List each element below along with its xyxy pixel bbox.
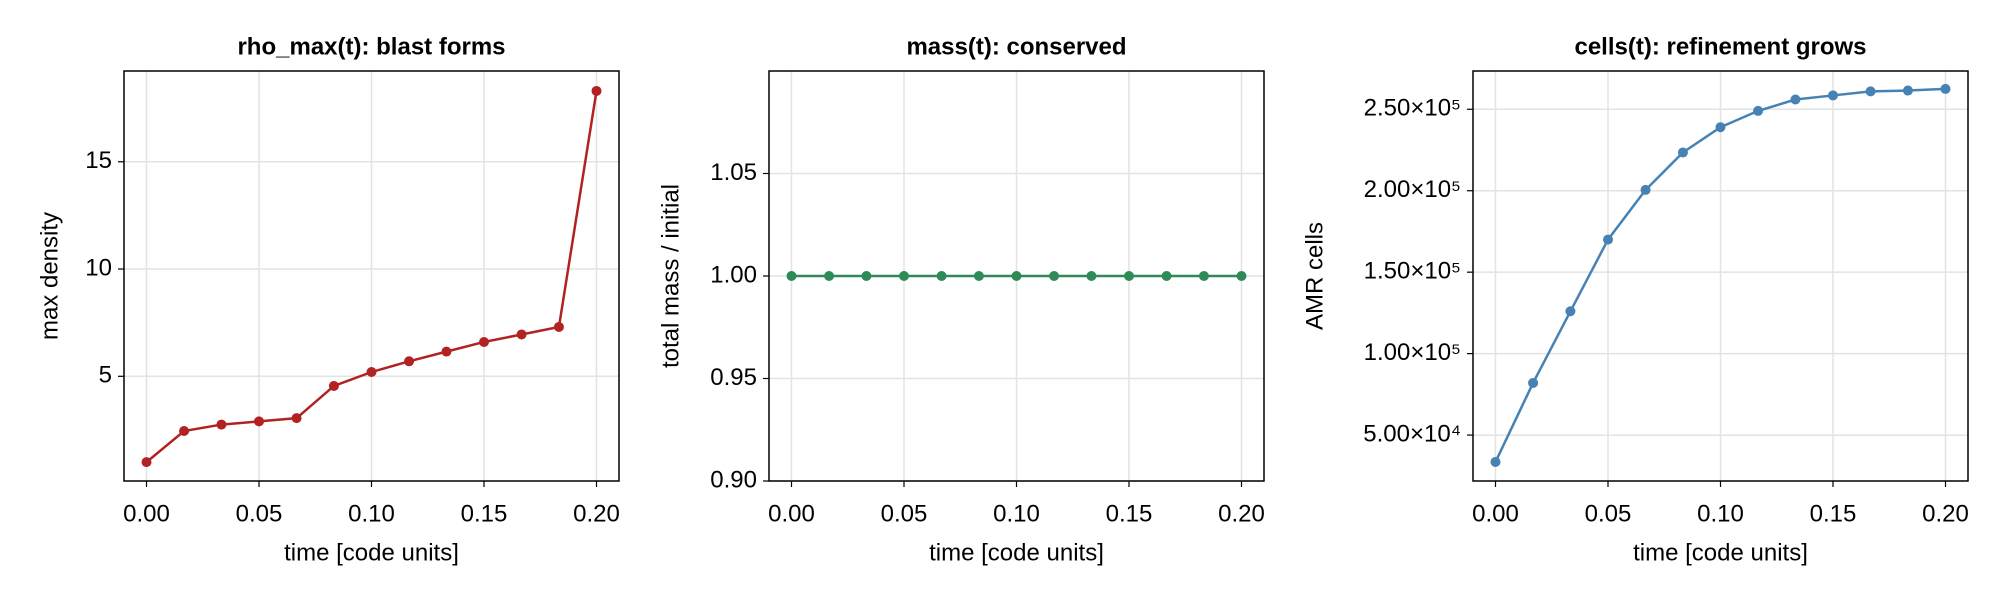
- data-point: [328, 380, 339, 391]
- data-point: [291, 413, 302, 424]
- data-point: [1011, 271, 1022, 281]
- data-point: [441, 346, 452, 357]
- data-point: [404, 356, 415, 367]
- data-point: [1161, 271, 1172, 281]
- x-tick-label: 0.05: [881, 500, 928, 527]
- data-point: [1790, 94, 1801, 105]
- x-tick-label: 0.15: [461, 500, 508, 527]
- data-point: [216, 419, 227, 430]
- data-point: [899, 271, 909, 281]
- y-tick-label: 5: [99, 362, 112, 389]
- plot-frame: [1472, 70, 1969, 482]
- x-tick-label: 0.00: [768, 500, 815, 527]
- data-point: [1049, 271, 1060, 281]
- data-point: [1236, 271, 1247, 281]
- data-point: [1715, 122, 1726, 133]
- y-axis-label: total mass / initial: [657, 184, 684, 368]
- data-point: [366, 367, 377, 378]
- chart-title: mass(t): conserved: [906, 33, 1126, 60]
- data-point: [254, 416, 264, 427]
- data-point: [1902, 85, 1913, 96]
- data-point: [1677, 147, 1688, 158]
- data-point: [141, 457, 152, 468]
- data-point: [786, 271, 797, 281]
- x-tick-label: 0.00: [123, 500, 170, 527]
- chart-title: rho_max(t): blast forms: [237, 33, 505, 60]
- x-tick-label: 0.10: [993, 500, 1040, 527]
- y-tick-label: 0.90: [710, 466, 757, 493]
- data-point: [973, 271, 984, 281]
- x-tick-label: 0.20: [1218, 500, 1265, 527]
- y-tick-label: 5.00×10⁴: [1363, 420, 1461, 447]
- data-point: [1603, 234, 1613, 245]
- chart-title: cells(t): refinement grows: [1574, 33, 1866, 60]
- y-tick-label: 15: [85, 147, 112, 174]
- data-point: [553, 321, 564, 332]
- data-point: [861, 271, 872, 281]
- data-point: [1528, 377, 1539, 388]
- x-tick-label: 0.00: [1472, 500, 1519, 527]
- data-point: [936, 271, 947, 281]
- plot-frame: [768, 70, 1265, 482]
- data-point: [516, 329, 527, 340]
- data-point: [1753, 105, 1764, 116]
- y-tick-label: 10: [85, 254, 112, 281]
- x-axis-label: time [code units]: [284, 539, 459, 566]
- y-axis-label: AMR cells: [1301, 222, 1328, 330]
- data-point: [1640, 184, 1651, 195]
- plot-frame: [123, 70, 620, 482]
- data-point: [1198, 271, 1209, 281]
- x-tick-label: 0.10: [1697, 500, 1744, 527]
- data-point: [179, 426, 190, 437]
- data-point: [1490, 456, 1501, 467]
- data-point: [824, 271, 835, 281]
- data-point: [1124, 271, 1134, 281]
- y-tick-label: 0.95: [710, 364, 757, 391]
- x-tick-label: 0.20: [573, 500, 620, 527]
- x-tick-label: 0.15: [1810, 500, 1857, 527]
- x-axis-label: time [code units]: [929, 539, 1104, 566]
- data-point: [1565, 306, 1576, 317]
- y-tick-label: 1.00: [710, 261, 757, 288]
- data-point: [591, 85, 602, 96]
- x-tick-label: 0.20: [1922, 500, 1969, 527]
- data-point: [1086, 271, 1097, 281]
- x-tick-label: 0.15: [1106, 500, 1153, 527]
- data-point: [1940, 83, 1951, 94]
- x-tick-label: 0.10: [348, 500, 395, 527]
- x-axis-label: time [code units]: [1633, 539, 1808, 566]
- data-point: [1828, 90, 1838, 101]
- data-point: [1865, 86, 1876, 97]
- data-point: [479, 336, 489, 347]
- y-tick-label: 1.00×10⁵: [1364, 339, 1461, 366]
- y-tick-label: 2.50×10⁵: [1364, 95, 1461, 122]
- y-tick-label: 1.05: [710, 159, 757, 186]
- y-axis-label: max density: [36, 212, 63, 340]
- x-tick-label: 0.05: [236, 500, 283, 527]
- y-tick-label: 2.00×10⁵: [1364, 176, 1461, 203]
- x-tick-label: 0.05: [1585, 500, 1632, 527]
- y-tick-label: 1.50×10⁵: [1364, 258, 1461, 285]
